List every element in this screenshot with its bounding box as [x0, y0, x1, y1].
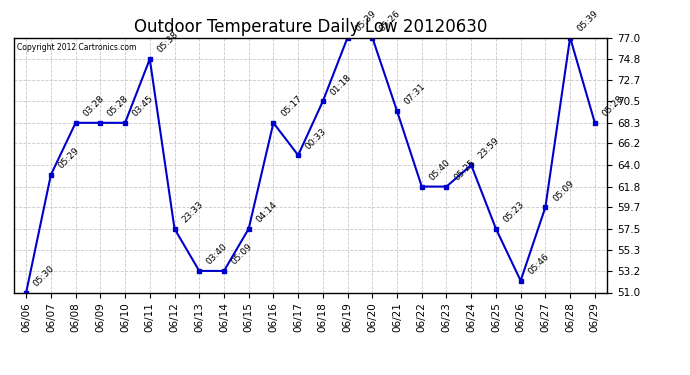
Text: 05:39: 05:39: [575, 9, 600, 33]
Text: 05:38: 05:38: [155, 30, 180, 55]
Text: 05:40: 05:40: [427, 158, 452, 182]
Text: 05:46: 05:46: [526, 252, 551, 277]
Text: 05:17: 05:17: [279, 94, 304, 118]
Text: 03:40: 03:40: [205, 242, 229, 267]
Text: 05:23: 05:23: [502, 200, 526, 225]
Text: 05:29: 05:29: [57, 146, 81, 171]
Text: 23:33: 23:33: [180, 200, 205, 225]
Text: 07:31: 07:31: [402, 82, 427, 107]
Text: 05:28: 05:28: [106, 94, 130, 118]
Text: 05:30: 05:30: [32, 264, 57, 288]
Text: 04:14: 04:14: [254, 200, 279, 225]
Text: 05:26: 05:26: [378, 9, 402, 33]
Text: Copyright 2012 Cartronics.com: Copyright 2012 Cartronics.com: [17, 43, 136, 52]
Text: 01:18: 01:18: [328, 72, 353, 97]
Text: 05:28: 05:28: [600, 94, 625, 118]
Text: 05:25: 05:25: [452, 158, 477, 182]
Text: 05:09: 05:09: [230, 242, 254, 267]
Text: 23:59: 23:59: [477, 136, 502, 161]
Text: 05:09: 05:09: [551, 178, 575, 203]
Title: Outdoor Temperature Daily Low 20120630: Outdoor Temperature Daily Low 20120630: [134, 18, 487, 36]
Text: 05:39: 05:39: [353, 9, 378, 33]
Text: 00:33: 00:33: [304, 126, 328, 151]
Text: 03:28: 03:28: [81, 94, 106, 118]
Text: 03:45: 03:45: [130, 94, 155, 118]
